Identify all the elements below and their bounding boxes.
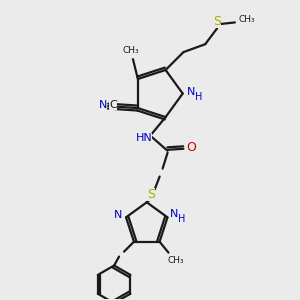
Text: N: N — [114, 210, 122, 220]
Text: N: N — [186, 86, 195, 97]
Text: CH₃: CH₃ — [167, 256, 184, 265]
Text: H: H — [178, 214, 185, 224]
Text: N: N — [99, 100, 107, 110]
Text: HN: HN — [135, 133, 152, 143]
Text: S: S — [147, 188, 155, 201]
Text: S: S — [213, 15, 221, 28]
Text: O: O — [186, 141, 196, 154]
Text: N: N — [170, 209, 178, 219]
Text: CH₃: CH₃ — [123, 46, 139, 55]
Text: CH₃: CH₃ — [239, 15, 256, 24]
Text: H: H — [195, 92, 202, 103]
Text: C: C — [109, 100, 117, 110]
